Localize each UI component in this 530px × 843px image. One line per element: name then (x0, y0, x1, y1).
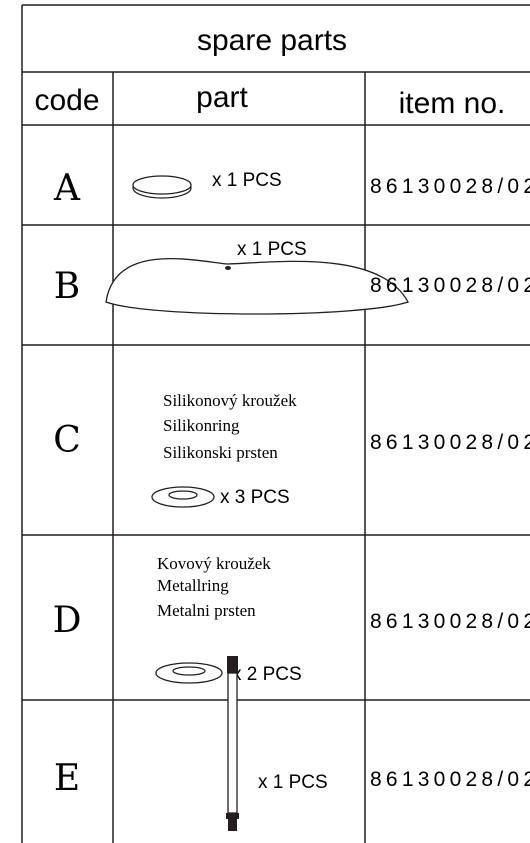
washer-drawing (151, 486, 215, 508)
quantity: x 1 PCS (237, 239, 307, 260)
code: C (53, 420, 81, 461)
column-header: code (34, 84, 99, 117)
code: B (54, 266, 80, 307)
part-label: Kovový kroužek (157, 554, 271, 573)
table-lines (21, 4, 530, 843)
item-number: 86130028/02 (370, 274, 530, 297)
quantity: x 2 PCS (232, 664, 302, 685)
part-label: Silikonový kroužek (163, 391, 297, 410)
dome-drawing (105, 257, 409, 315)
column-header: part (196, 81, 248, 114)
code: E (54, 758, 80, 799)
code: A (53, 168, 81, 209)
quantity: x 1 PCS (212, 170, 282, 191)
part-label: Metallring (157, 576, 229, 595)
item-number: 86130028/02 (370, 610, 530, 633)
part-label: Metalni prsten (157, 601, 256, 620)
quantity: x 1 PCS (258, 772, 328, 793)
item-number: 86130028/02 (370, 431, 530, 454)
part-label: Silikonski prsten (163, 443, 278, 462)
column-header: item no. (399, 87, 506, 120)
disc-drawing (132, 175, 192, 199)
table-title: spare parts (197, 24, 347, 57)
washer-drawing (155, 662, 223, 684)
pipe-drawing (226, 656, 239, 831)
quantity: x 3 PCS (220, 487, 290, 508)
item-number: 86130028/02 (370, 768, 530, 791)
item-number: 86130028/02 (370, 175, 530, 198)
code: D (53, 600, 82, 641)
part-label: Silikonring (163, 416, 240, 435)
